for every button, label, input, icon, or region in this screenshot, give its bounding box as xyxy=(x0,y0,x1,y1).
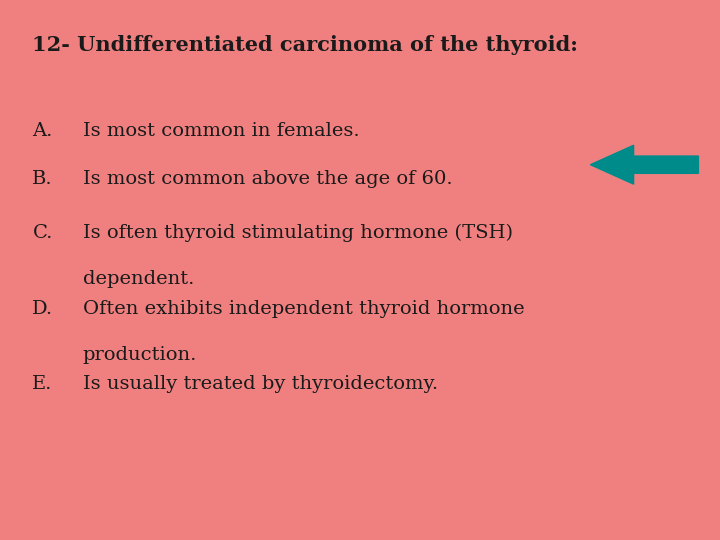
Text: E.: E. xyxy=(32,375,53,393)
Text: B.: B. xyxy=(32,170,53,188)
Text: Is often thyroid stimulating hormone (TSH): Is often thyroid stimulating hormone (TS… xyxy=(83,224,513,242)
Text: Is usually treated by thyroidectomy.: Is usually treated by thyroidectomy. xyxy=(83,375,438,393)
Text: 12- Undifferentiated carcinoma of the thyroid:: 12- Undifferentiated carcinoma of the th… xyxy=(32,35,578,55)
Text: A.: A. xyxy=(32,122,53,139)
Text: dependent.: dependent. xyxy=(83,270,194,288)
Text: Often exhibits independent thyroid hormone: Often exhibits independent thyroid hormo… xyxy=(83,300,524,318)
Text: C.: C. xyxy=(32,224,53,242)
Text: D.: D. xyxy=(32,300,53,318)
Text: production.: production. xyxy=(83,346,197,363)
FancyArrow shape xyxy=(590,145,698,184)
Text: Is most common in females.: Is most common in females. xyxy=(83,122,359,139)
Text: Is most common above the age of 60.: Is most common above the age of 60. xyxy=(83,170,452,188)
